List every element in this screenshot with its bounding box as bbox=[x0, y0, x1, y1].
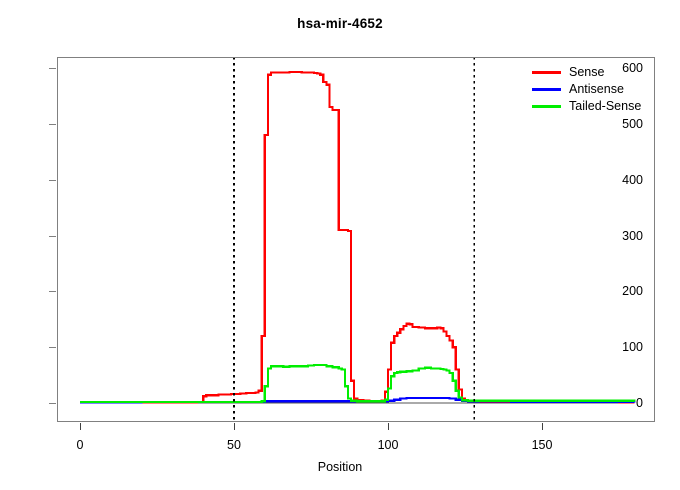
chart-legend: Sense Antisense Tailed-Sense bbox=[530, 62, 645, 117]
y-tick-mark bbox=[49, 291, 56, 293]
x-tick-label: 50 bbox=[227, 438, 241, 452]
legend-label: Tailed-Sense bbox=[569, 99, 642, 114]
legend-item: Antisense bbox=[532, 81, 641, 98]
chart-title: hsa-mir-4652 bbox=[297, 16, 383, 31]
x-tick-mark bbox=[542, 423, 543, 430]
x-tick-mark bbox=[80, 423, 81, 430]
x-axis-label: Position bbox=[317, 460, 363, 474]
x-tick-label: 150 bbox=[531, 438, 553, 452]
legend-color-swatch bbox=[532, 88, 561, 91]
y-tick-mark bbox=[49, 123, 56, 125]
x-tick-mark bbox=[388, 423, 389, 430]
legend-color-swatch bbox=[532, 71, 561, 74]
x-tick-label: 0 bbox=[76, 438, 84, 452]
y-tick-mark bbox=[49, 347, 56, 349]
legend-label: Sense bbox=[569, 65, 605, 80]
y-tick-mark bbox=[49, 403, 56, 404]
legend-item: Tailed-Sense bbox=[532, 98, 641, 115]
legend-color-swatch bbox=[532, 105, 561, 108]
series-line-tailed-sense bbox=[80, 363, 636, 403]
y-tick-mark bbox=[49, 235, 56, 237]
series-line-sense bbox=[80, 70, 635, 404]
legend-item: Sense bbox=[532, 64, 641, 81]
y-tick-mark bbox=[49, 68, 56, 69]
series-canvas bbox=[80, 57, 636, 422]
y-tick-mark bbox=[49, 179, 56, 181]
x-tick-label: 100 bbox=[377, 438, 399, 452]
x-tick-mark bbox=[234, 423, 235, 430]
legend-label: Antisense bbox=[569, 82, 624, 97]
